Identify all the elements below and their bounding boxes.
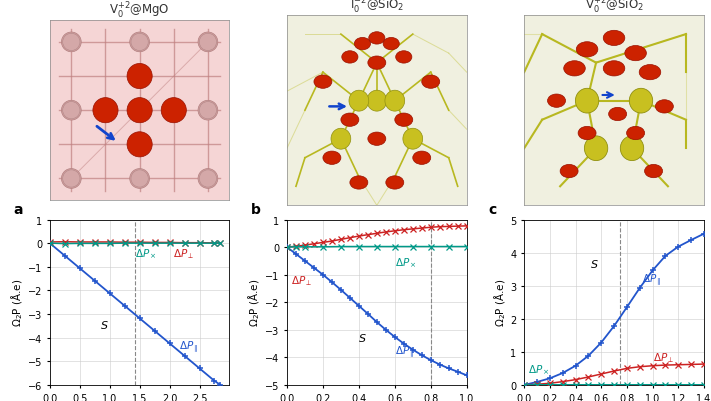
Circle shape [199,102,217,119]
Circle shape [620,136,643,161]
Circle shape [131,170,149,188]
Ellipse shape [626,127,645,140]
Ellipse shape [368,133,386,146]
Text: c: c [488,203,496,217]
Circle shape [349,91,369,112]
Circle shape [63,34,80,51]
Title: V$_0^{+2}$@SiO$_2$: V$_0^{+2}$@SiO$_2$ [584,0,643,16]
Circle shape [127,132,152,158]
Ellipse shape [354,38,370,51]
Circle shape [199,34,217,51]
Y-axis label: Ω$_2$P (Å.e): Ω$_2$P (Å.e) [247,278,262,327]
Ellipse shape [603,31,625,47]
Circle shape [63,102,80,119]
Text: S: S [101,320,108,330]
Circle shape [61,33,81,53]
Circle shape [161,98,186,124]
Ellipse shape [369,32,385,45]
Ellipse shape [341,114,359,127]
Ellipse shape [578,127,596,140]
Circle shape [575,89,599,114]
Circle shape [131,34,149,51]
Ellipse shape [350,176,368,190]
Circle shape [385,91,405,112]
Circle shape [61,101,81,121]
Circle shape [63,170,80,188]
Circle shape [367,91,387,112]
Circle shape [93,98,118,124]
Ellipse shape [564,62,585,77]
Text: $\Delta P_\parallel$: $\Delta P_\parallel$ [395,344,415,360]
Ellipse shape [609,108,626,122]
Text: $\Delta P_\times$: $\Delta P_\times$ [528,363,550,376]
Ellipse shape [368,57,386,70]
Ellipse shape [547,95,565,108]
Circle shape [199,170,217,188]
Circle shape [198,101,218,121]
Ellipse shape [656,101,673,114]
Text: $\Delta P_\parallel$: $\Delta P_\parallel$ [642,272,662,288]
Text: b: b [251,203,261,217]
Text: $\Delta P_\perp$: $\Delta P_\perp$ [173,247,194,260]
Ellipse shape [413,152,431,165]
Title: I$_0^{-2}$@SiO$_2$: I$_0^{-2}$@SiO$_2$ [350,0,404,16]
Ellipse shape [560,165,578,178]
Text: S: S [359,333,366,343]
Circle shape [198,169,218,189]
Circle shape [129,33,149,53]
Circle shape [61,169,81,189]
Circle shape [129,101,149,121]
Circle shape [198,33,218,53]
Circle shape [331,129,351,150]
Ellipse shape [395,114,413,127]
Ellipse shape [342,52,358,64]
Text: $\Delta P_\parallel$: $\Delta P_\parallel$ [178,339,198,355]
Text: $\Delta P_\perp$: $\Delta P_\perp$ [291,273,312,287]
Ellipse shape [639,65,661,81]
Text: S: S [591,260,598,270]
Ellipse shape [383,38,400,51]
Text: a: a [14,203,23,217]
Text: $\Delta P_\times$: $\Delta P_\times$ [135,247,156,260]
Circle shape [127,64,152,89]
Circle shape [629,89,653,114]
Ellipse shape [422,76,439,89]
Y-axis label: Ω$_2$P (Å.e): Ω$_2$P (Å.e) [492,278,508,327]
Circle shape [129,169,149,189]
Ellipse shape [396,52,412,64]
Ellipse shape [577,43,598,58]
Text: $\Delta P_\perp$: $\Delta P_\perp$ [653,350,674,364]
Text: $\Delta P_\times$: $\Delta P_\times$ [395,255,417,269]
Ellipse shape [323,152,341,165]
Circle shape [403,129,422,150]
Ellipse shape [603,62,625,77]
Circle shape [127,98,152,124]
Y-axis label: Ω$_2$P (Å.e): Ω$_2$P (Å.e) [9,278,25,327]
Ellipse shape [645,165,663,178]
Ellipse shape [314,76,332,89]
Circle shape [584,136,608,161]
Ellipse shape [625,47,646,62]
Ellipse shape [386,176,404,190]
Title: V$_0^{+2}$@MgO: V$_0^{+2}$@MgO [109,1,170,21]
